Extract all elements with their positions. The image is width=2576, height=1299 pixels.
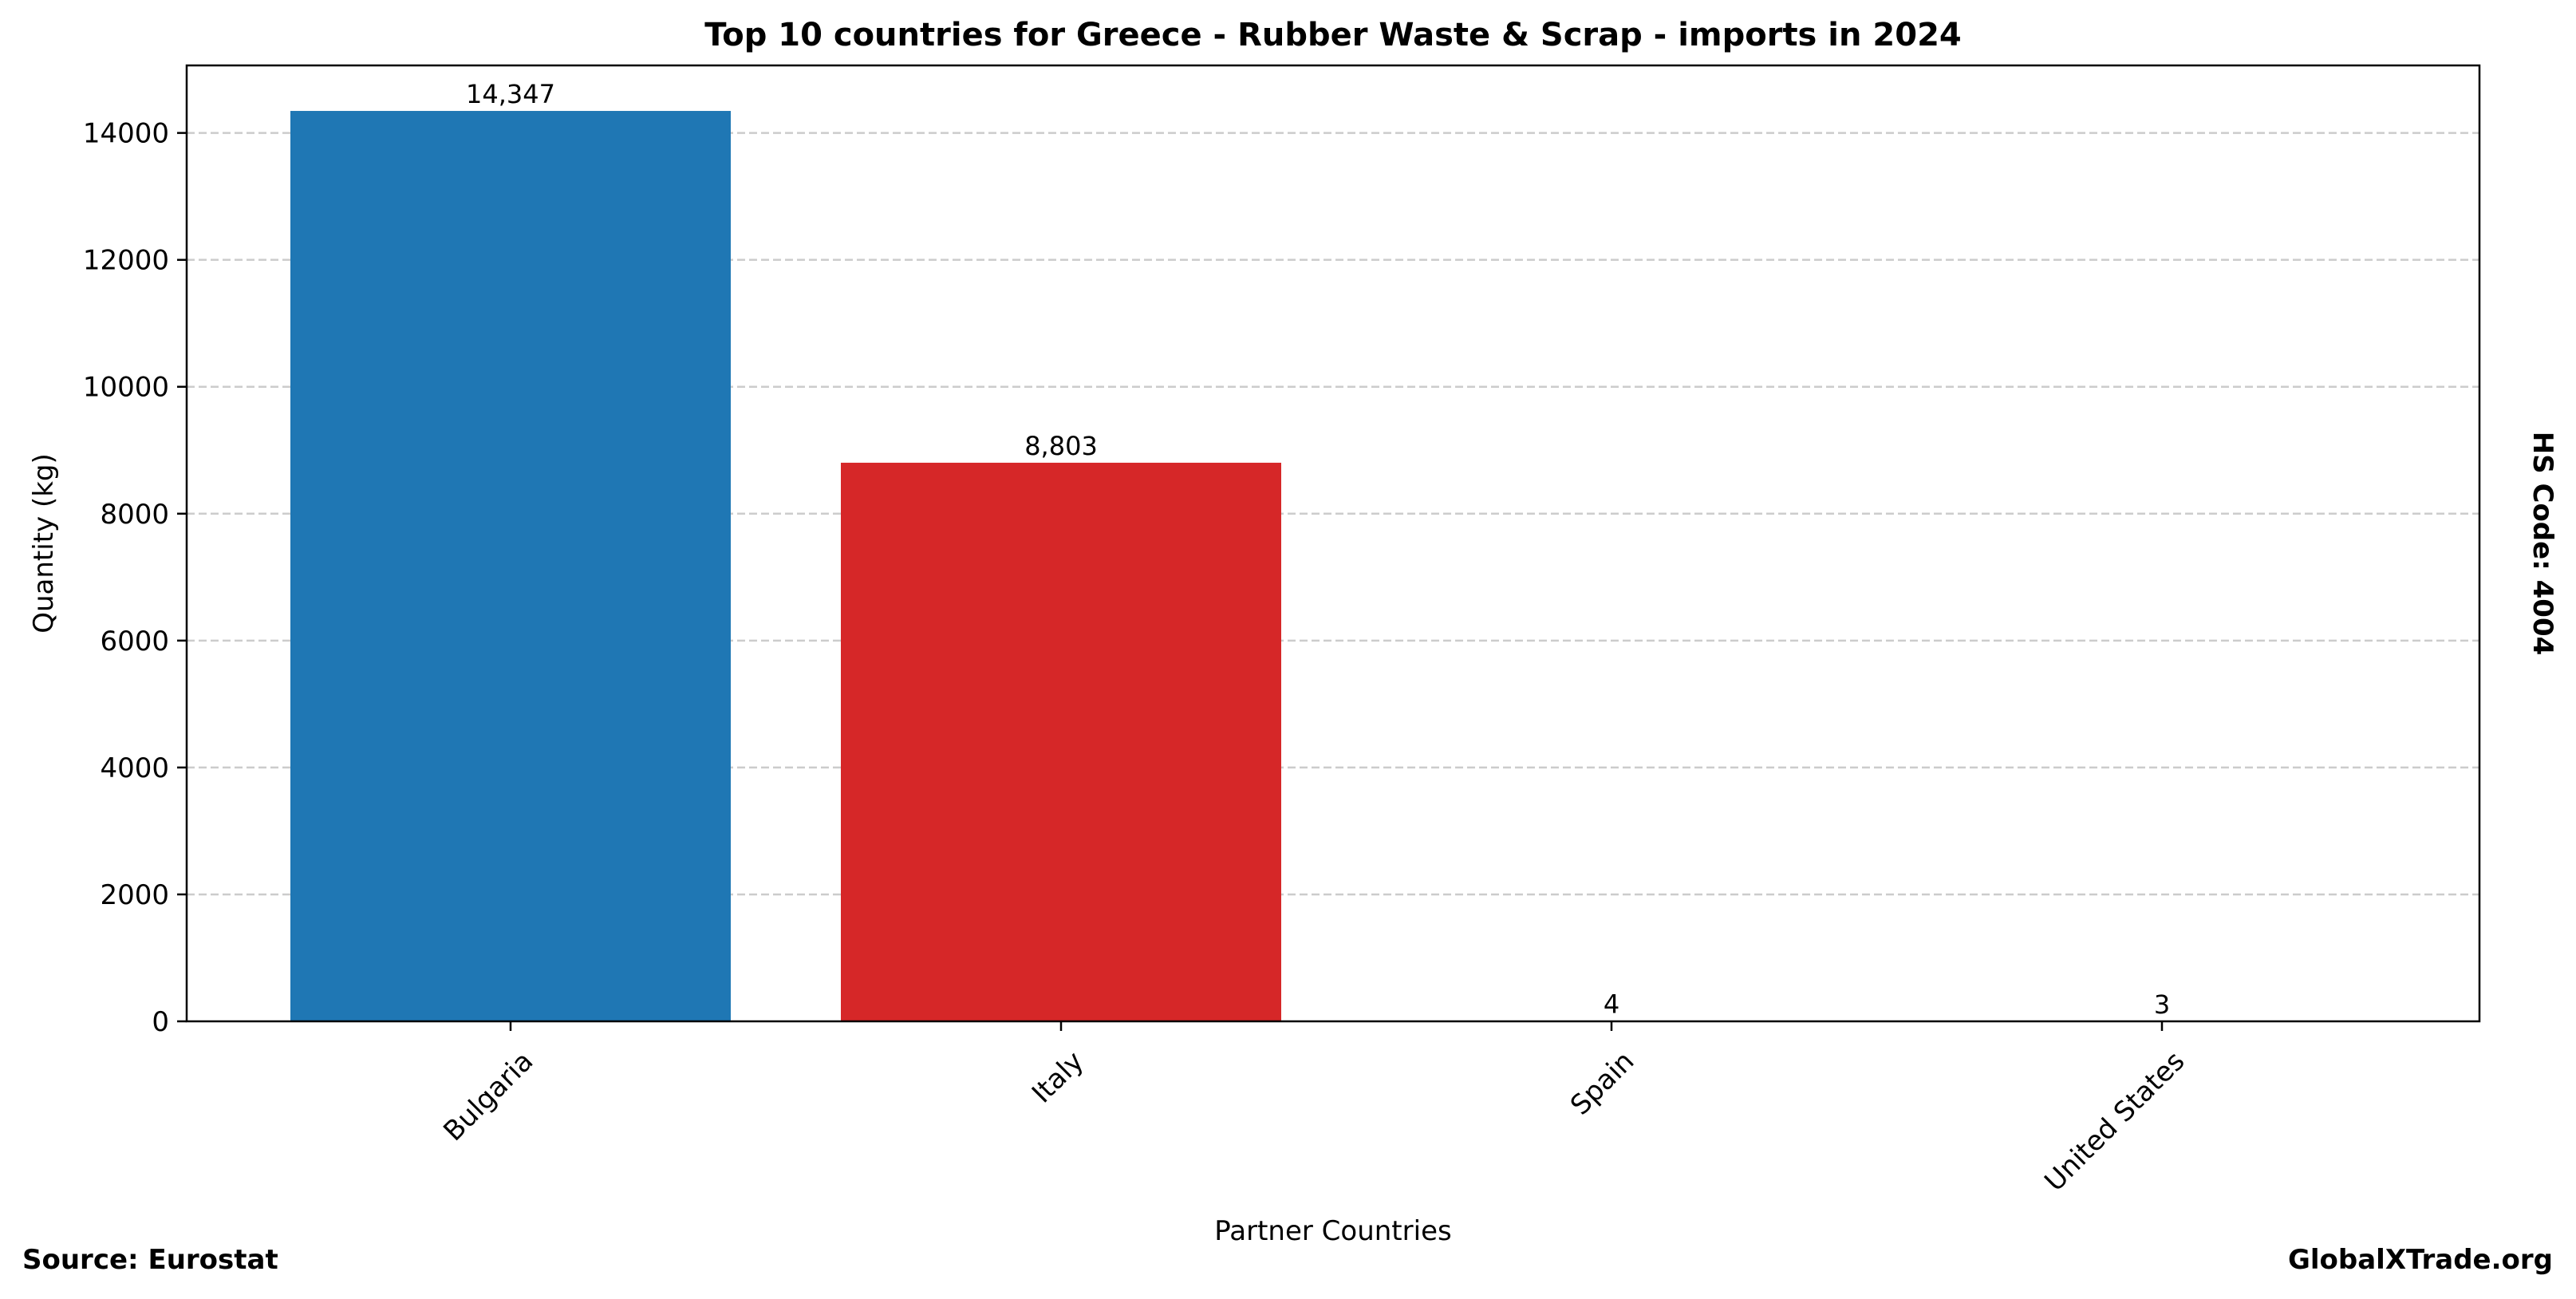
bar-value-label: 3 <box>2154 989 2170 1020</box>
y-tick-label: 14000 <box>83 118 169 150</box>
chart-title: Top 10 countries for Greece - Rubber Was… <box>704 17 1961 53</box>
y-tick-label: 4000 <box>100 752 169 784</box>
y-tick-label: 10000 <box>83 372 169 404</box>
hs-code-label: HS Code: 4004 <box>2527 432 2558 656</box>
y-tick-label: 6000 <box>100 626 169 657</box>
bar-value-label: 8,803 <box>1024 431 1098 461</box>
y-tick-label: 8000 <box>100 499 169 531</box>
bar-value-label: 14,347 <box>466 79 555 109</box>
brand-label: GlobalXTrade.org <box>2288 1244 2553 1276</box>
bar-italy <box>841 463 1281 1021</box>
source-label: Source: Eurostat <box>22 1244 278 1276</box>
y-tick-label: 12000 <box>83 245 169 277</box>
bar-value-label: 4 <box>1604 989 1619 1020</box>
x-axis-label: Partner Countries <box>1214 1215 1451 1247</box>
y-tick-label: 2000 <box>100 879 169 911</box>
bar-bulgaria <box>290 111 731 1021</box>
y-tick-label: 0 <box>152 1006 169 1038</box>
y-axis-label: Quantity (kg) <box>28 453 60 634</box>
